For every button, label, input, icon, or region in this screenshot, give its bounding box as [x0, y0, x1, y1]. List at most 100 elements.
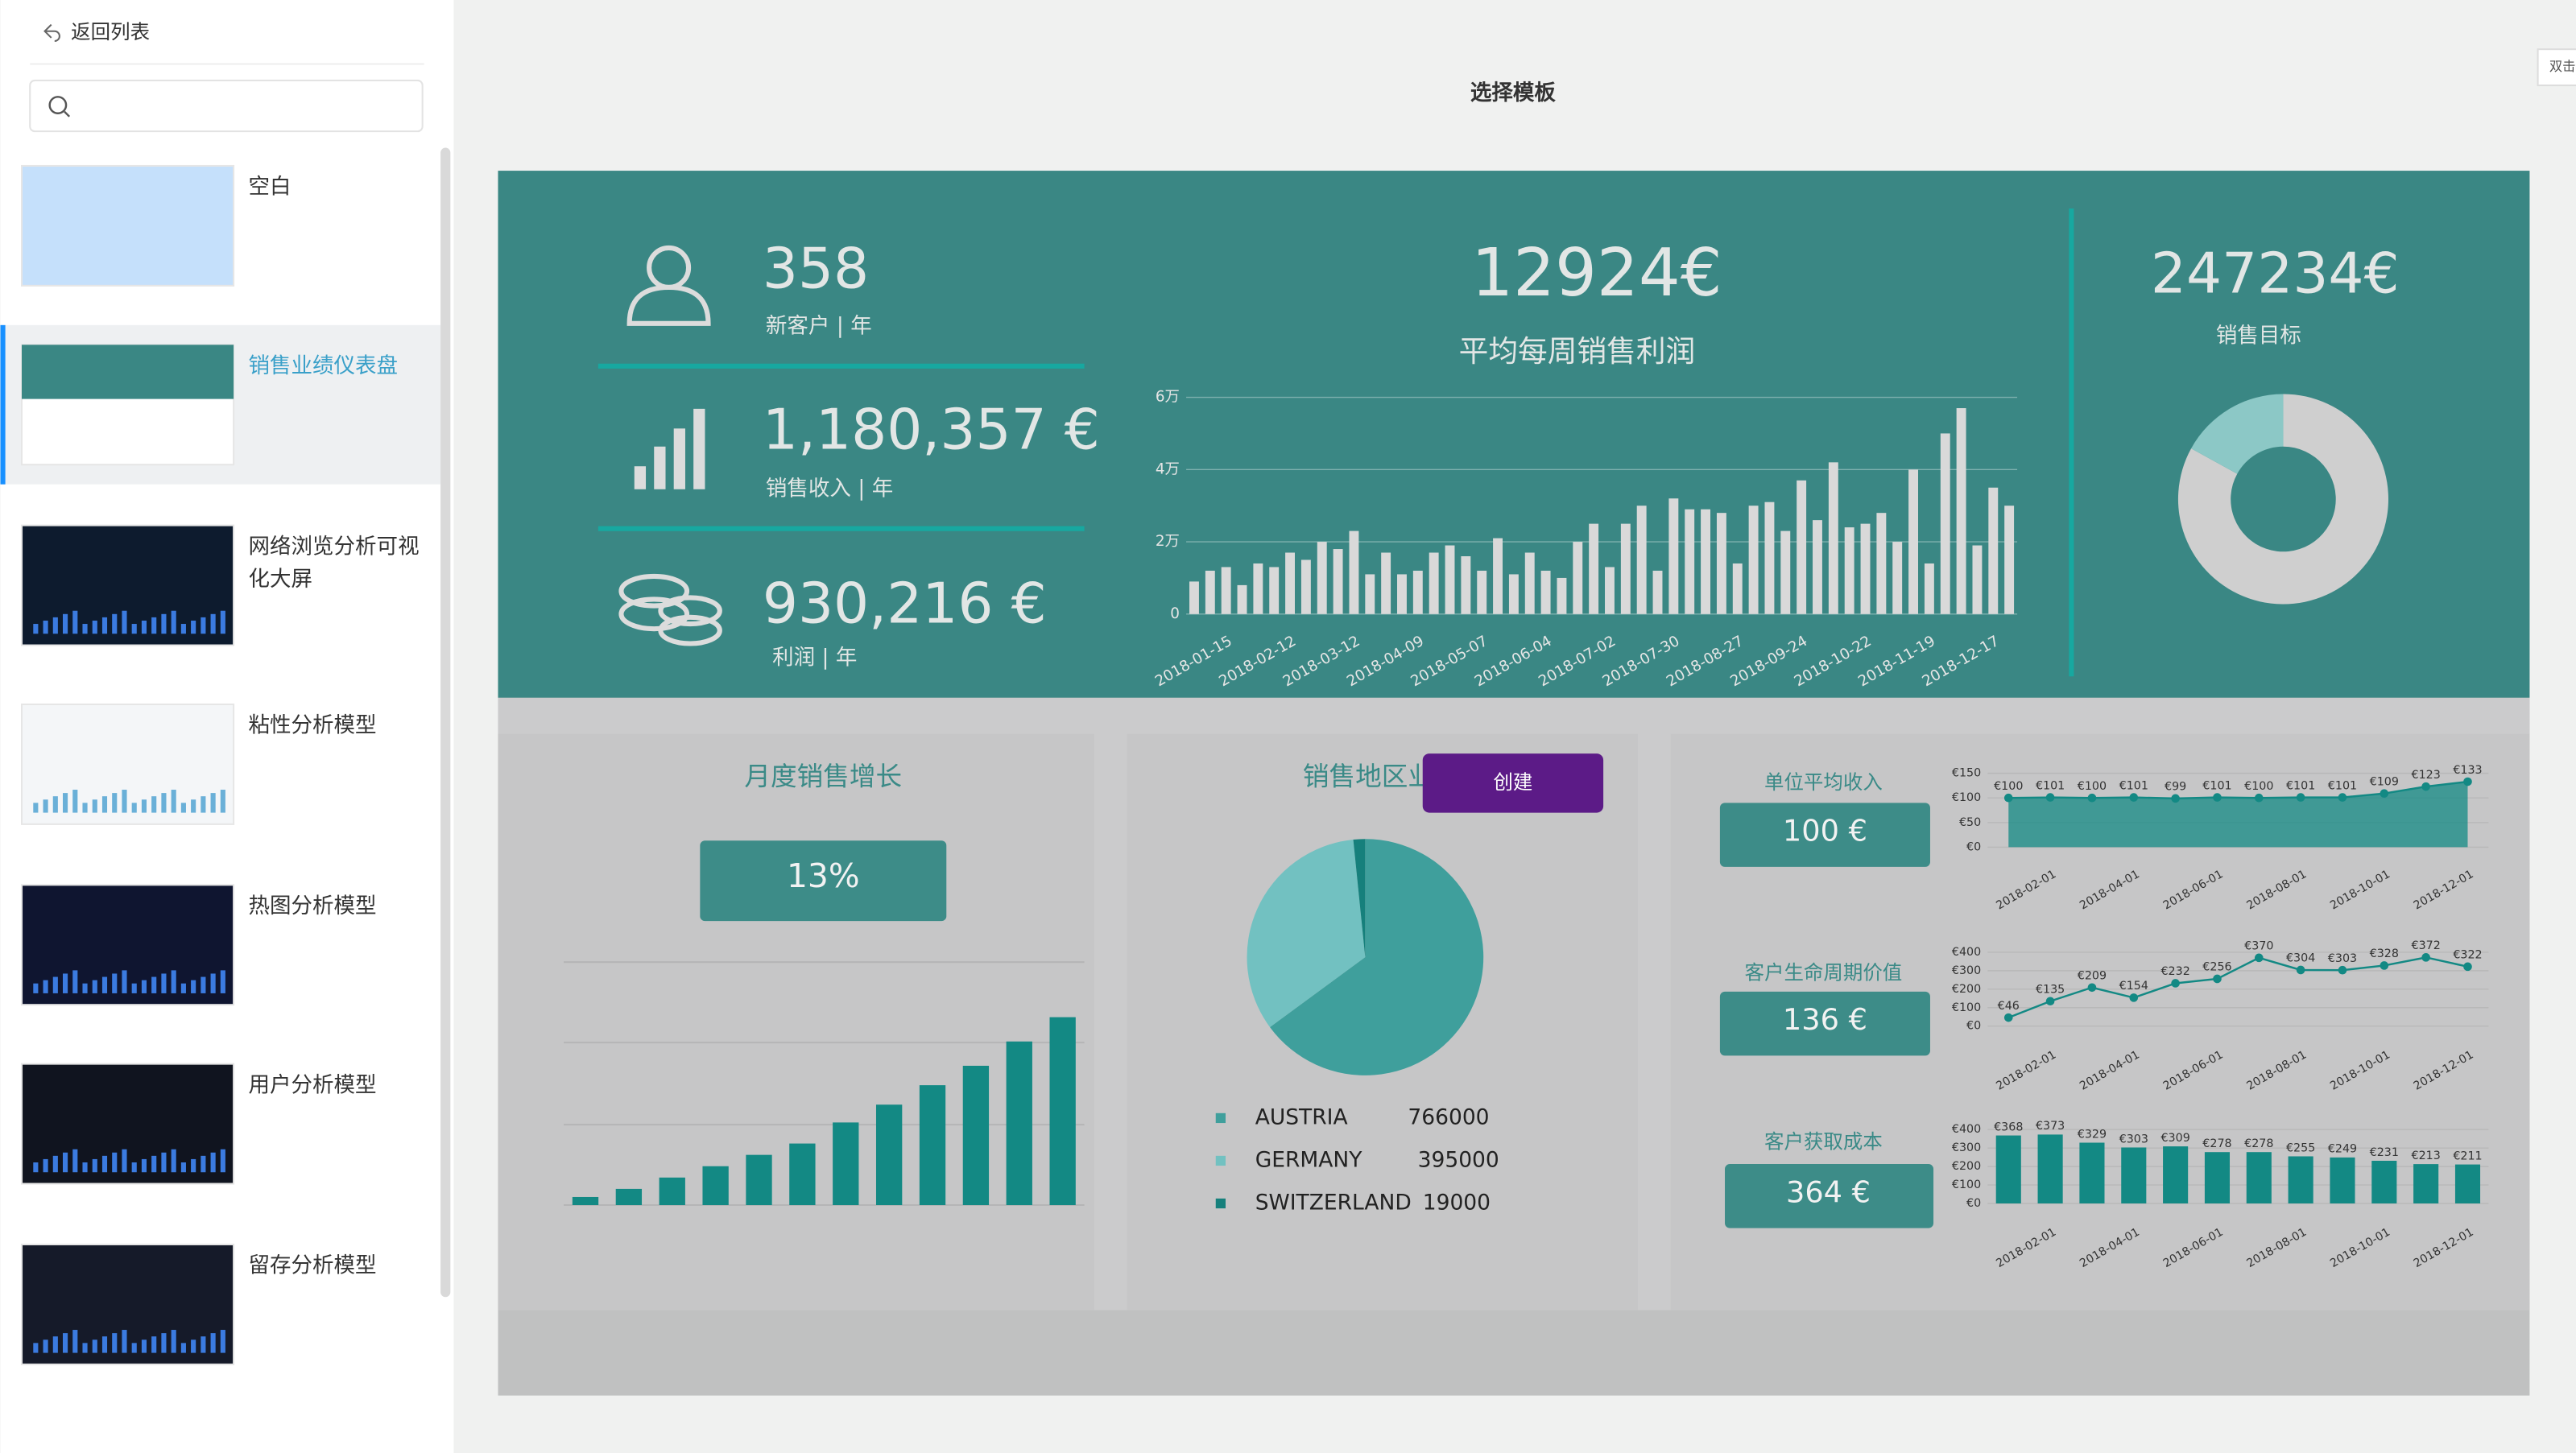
template-name[interactable]: 空白 [248, 175, 292, 200]
template-thumbnail[interactable] [20, 164, 235, 287]
template-label-box[interactable]: 留存分析模型 [248, 1251, 428, 1323]
weekly-label: 平均每周销售利润 [1459, 334, 1696, 369]
bar [1477, 570, 1487, 614]
thumb-detail [62, 613, 68, 634]
target-value: 247234€ [2151, 242, 2400, 307]
thumb-detail [43, 1339, 48, 1353]
template-name[interactable]: 粘性分析模型 [248, 714, 377, 739]
point [2129, 793, 2139, 802]
thumb-detail [201, 1155, 206, 1173]
thumb-detail [141, 980, 147, 993]
bar [789, 1143, 816, 1206]
point [2380, 789, 2389, 799]
kpi-label: 新客户 | 年 [766, 313, 872, 338]
thumb-detail [220, 1330, 225, 1353]
thumb-detail [191, 1339, 196, 1353]
template-name[interactable]: 销售业绩仪表盘 [248, 354, 399, 380]
kpi-box-value: 364 € [1786, 1174, 1871, 1209]
bar [1445, 545, 1455, 614]
bar [1636, 506, 1647, 614]
data-label: €101 [2328, 779, 2357, 792]
thumb-detail [151, 1155, 157, 1173]
thumb-detail [141, 1339, 147, 1353]
bar [1461, 555, 1471, 614]
template-label-box[interactable]: 粘性分析模型 [248, 711, 428, 783]
data-label: €231 [2370, 1146, 2399, 1159]
kpi-box [1719, 803, 1930, 867]
data-label: €209 [2078, 969, 2107, 982]
bar [962, 1065, 990, 1206]
bar [1956, 408, 1966, 614]
template-name[interactable]: 网络浏览分析可视化大屏 [248, 535, 420, 593]
bar [572, 1196, 599, 1206]
page-title: 选择模板 [1470, 80, 1557, 105]
template-label-box[interactable]: 空白 [248, 172, 428, 245]
template-name[interactable]: 留存分析模型 [248, 1254, 377, 1279]
template-name[interactable]: 用户分析模型 [248, 1073, 377, 1099]
bar [1573, 542, 1583, 614]
bar [1668, 498, 1679, 614]
line [2007, 956, 2468, 1019]
thumb-detail [72, 1330, 78, 1353]
thumb-detail [201, 976, 206, 993]
thumb-detail [191, 799, 196, 813]
search-box[interactable] [29, 79, 424, 133]
point [2380, 961, 2389, 970]
thumb-detail [171, 1330, 176, 1353]
data-label: €256 [2202, 961, 2231, 974]
legend-swatch [1215, 1155, 1226, 1166]
template-label-box[interactable]: 网络浏览分析可视化大屏 [248, 532, 428, 605]
bar [1813, 520, 1822, 614]
thumb-detail [141, 799, 147, 813]
thumb-detail [161, 973, 167, 993]
bar [1049, 1017, 1076, 1206]
thumb-detail [52, 1336, 58, 1353]
thumb-detail [141, 1158, 147, 1173]
bar [2037, 1134, 2063, 1203]
kpi-box-value: 100 € [1783, 814, 1867, 848]
thumb-detail [43, 620, 48, 634]
back-icon[interactable] [43, 23, 60, 43]
data-label: €370 [2244, 940, 2273, 953]
template-label-box[interactable]: 销售业绩仪表盘 [248, 351, 428, 423]
bar [1006, 1041, 1032, 1206]
bar [1365, 574, 1375, 614]
template-label-box[interactable]: 热图分析模型 [248, 891, 428, 964]
thumb-detail [72, 970, 78, 993]
bar [2004, 506, 2015, 614]
slice [1247, 839, 1366, 1028]
create-button[interactable] [1422, 753, 1604, 813]
icon-user [626, 245, 711, 326]
thumb-detail [131, 983, 137, 993]
template-name[interactable]: 热图分析模型 [248, 894, 377, 920]
bar [2121, 1147, 2147, 1203]
bar [1524, 552, 1535, 614]
kpi-box [1725, 1164, 1934, 1228]
point [2003, 1013, 2013, 1022]
template-label-box[interactable]: 用户分析模型 [248, 1071, 428, 1143]
thumb-detail [131, 803, 137, 813]
bar [1995, 1135, 2021, 1203]
bar [1685, 509, 1695, 614]
bar [1317, 542, 1327, 614]
thumb-detail [72, 610, 78, 634]
thumb-detail [141, 620, 147, 634]
kpi-value: 1,180,357 € [763, 398, 1100, 462]
back-link[interactable]: 返回列表 [71, 20, 150, 43]
thumb-detail [101, 976, 108, 993]
kpi-box-value: 13% [787, 857, 860, 895]
thumb-detail [180, 624, 186, 634]
thumb-detail [220, 970, 225, 993]
bar [1892, 542, 1903, 614]
thumb-detail [33, 983, 39, 993]
thumb-detail [101, 1155, 108, 1173]
data-label: €135 [2036, 983, 2065, 996]
data-label: €154 [2119, 980, 2148, 993]
thumb-detail [92, 980, 97, 993]
create-button-label[interactable]: 创建 [1493, 770, 1532, 794]
bar [1429, 552, 1439, 614]
thumb-detail [220, 610, 225, 634]
bar [1716, 513, 1726, 614]
thumb-detail [180, 803, 186, 813]
thumb-detail [62, 1333, 68, 1353]
